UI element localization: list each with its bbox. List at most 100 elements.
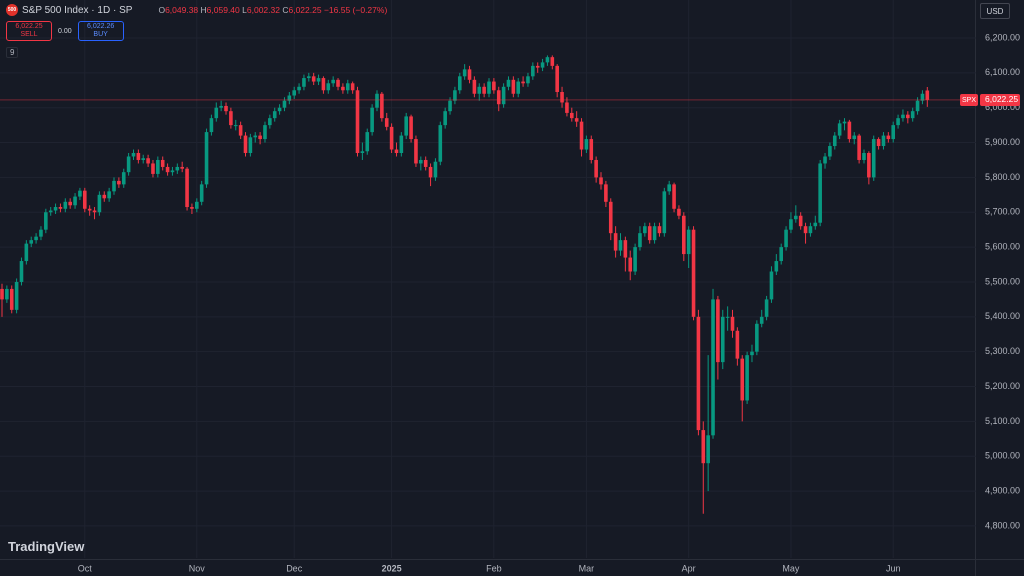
candle-body [769, 271, 774, 300]
candle-body [531, 65, 535, 77]
y-tick-label: 5,300.00 [985, 346, 1020, 356]
candle-body [195, 201, 199, 209]
y-tick-label: 6,200.00 [985, 32, 1020, 42]
symbol-name[interactable]: S&P 500 Index · 1D · SP [22, 4, 133, 16]
candle-body [248, 137, 253, 154]
candle-body [579, 121, 584, 150]
candle-body [492, 81, 496, 91]
candle-body [745, 355, 749, 401]
candle-body [823, 156, 827, 164]
candle-body [258, 135, 262, 140]
candle-body [350, 83, 355, 91]
candle-body [326, 83, 331, 91]
candle-body [569, 112, 574, 119]
candle-body [901, 114, 905, 119]
y-tick-label: 5,100.00 [985, 416, 1020, 426]
candle-body [219, 105, 223, 108]
candle-body [691, 229, 696, 317]
ohlc-value: 6,059.40 [206, 5, 240, 15]
candle-body [229, 111, 233, 126]
candle-body [613, 233, 618, 251]
candle-body [462, 69, 467, 77]
candle-body [540, 62, 545, 68]
sell-label: SELL [20, 31, 38, 38]
buy-price: 6,022.26 [87, 23, 115, 30]
trade-panel: 6,022.25 SELL 0.00 6,022.26 BUY [6, 21, 124, 41]
candle-body [92, 210, 97, 213]
candle-body [126, 156, 131, 173]
candle-body [14, 281, 19, 310]
y-tick-label: 5,700.00 [985, 207, 1020, 217]
currency-button[interactable]: USD [980, 3, 1010, 19]
candle-body [589, 139, 594, 160]
candle-body [414, 139, 418, 164]
ohlc-key: O [158, 5, 166, 15]
candle-body [394, 149, 399, 154]
brand-logo[interactable]: TradingView [8, 539, 85, 554]
candle-body [438, 125, 443, 162]
ohlc-value: 6,049.38 [165, 5, 199, 15]
ohlc-key: H [200, 5, 207, 15]
candle-body [789, 219, 793, 230]
candle-body [311, 76, 316, 82]
candle-body [876, 139, 881, 147]
candle-body [925, 90, 930, 100]
candle-body [63, 201, 68, 209]
candle-body [68, 201, 72, 206]
candle-body [584, 139, 589, 150]
candle-body [808, 226, 813, 234]
candle-body [545, 57, 550, 63]
candle-body [146, 158, 150, 164]
candle-body [307, 76, 311, 79]
candle-body [48, 210, 53, 213]
candle-body [594, 159, 598, 178]
candle-body [253, 135, 258, 138]
candle-body [19, 261, 24, 282]
candle-body [170, 170, 175, 173]
x-tick-label: May [782, 563, 800, 573]
candle-body [292, 90, 296, 96]
candle-body [409, 116, 413, 140]
candle-body [496, 90, 501, 105]
candle-body [779, 247, 783, 262]
candle-body [287, 95, 292, 101]
candle-body [638, 233, 642, 248]
candle-body [433, 161, 438, 178]
candle-body [716, 299, 720, 363]
x-tick-label: Feb [486, 563, 502, 573]
change: −16.55 (−0.27%) [323, 5, 388, 15]
candle-body [389, 126, 394, 150]
candle-body [302, 78, 306, 87]
x-tick-label: Dec [286, 563, 303, 573]
candle-body [896, 118, 900, 126]
candle-body [599, 177, 603, 185]
buy-label: BUY [93, 31, 108, 38]
candle-body [662, 191, 667, 234]
candle-body [53, 207, 58, 211]
candle-body [24, 243, 29, 262]
candle-body [136, 153, 141, 160]
candle-body [375, 93, 379, 108]
candle-body [58, 207, 63, 209]
candle-body [209, 118, 214, 133]
candle-body [345, 83, 350, 91]
buy-button[interactable]: 6,022.26 BUY [77, 21, 124, 41]
candle-body [667, 184, 671, 192]
candle-body [506, 79, 511, 87]
indicators-toggle[interactable]: 9 [6, 47, 19, 58]
ohlc-value: 6,002.32 [246, 5, 280, 15]
candle-body [73, 196, 77, 206]
candle-body [574, 118, 579, 122]
candle-body [555, 65, 559, 93]
sell-button[interactable]: 6,022.25 SELL [6, 21, 52, 41]
candle-body [696, 316, 701, 431]
candle-body [477, 86, 482, 94]
price-tag-label: 6,022.25 [985, 94, 1018, 104]
candle-body [82, 190, 87, 209]
x-tick-label: Oct [78, 563, 93, 573]
candle-body [565, 102, 569, 113]
candle-body [117, 180, 121, 185]
candle-body [618, 240, 623, 251]
